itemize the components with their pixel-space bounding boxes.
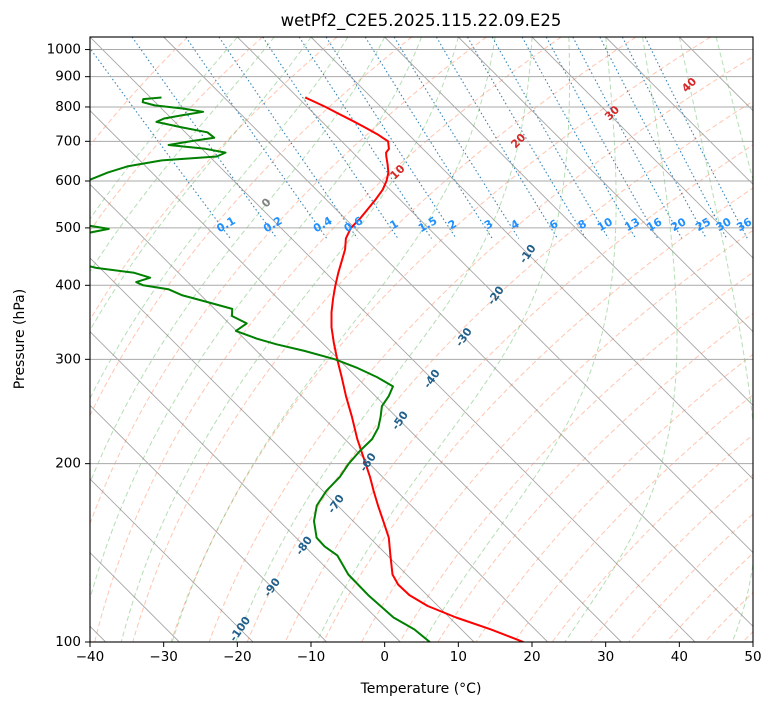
moist-adiabat-line <box>235 37 533 642</box>
profiles <box>90 96 524 642</box>
y-axis: 100 200 300 400 500 600 700 800 900 1000 <box>47 42 90 650</box>
isotherm-line <box>531 37 753 259</box>
mixing-ratio-line <box>131 37 278 239</box>
isotherm-line <box>384 37 753 406</box>
mixing-ratio-line <box>435 37 558 239</box>
moist-adiabat-line <box>171 37 496 642</box>
x-tick-label: 40 <box>671 649 688 665</box>
y-tick-label: 900 <box>55 69 81 85</box>
moist-adiabat-line <box>316 37 571 642</box>
dry-adiabat-line <box>323 187 753 642</box>
x-tick-label: −30 <box>149 649 178 665</box>
plot-area: -100-90-80-70-60-50-40-30-20-100.1 0.2 0.4… <box>90 37 754 642</box>
x-tick-label: 10 <box>450 649 467 665</box>
x-tick-label: 50 <box>744 649 761 665</box>
dry-adiabat-line <box>90 37 338 321</box>
dry-adiabat-line <box>90 37 189 147</box>
temperature-profile <box>304 96 524 642</box>
mixing-ratio-line <box>572 37 683 239</box>
dry-adiabat-line <box>437 312 753 642</box>
moist-adiabat-line <box>90 37 275 273</box>
x-tick-label: 20 <box>523 649 540 665</box>
x-tick-label: −40 <box>76 649 105 665</box>
y-tick-label: 300 <box>55 351 81 367</box>
y-tick-label: 1000 <box>47 42 81 58</box>
moist-adiabat-line <box>564 37 678 642</box>
moist-adiabat-line <box>678 37 753 642</box>
moist-adiabat-line <box>715 37 753 182</box>
isotherm-line <box>163 37 753 627</box>
isotherm-line <box>237 37 753 554</box>
dry-adiabat-line <box>94 37 562 642</box>
moist-adiabat-line <box>90 37 238 220</box>
chart-title: wetPf2_C2E5.2025.115.22.09.E25 <box>281 11 562 31</box>
isotherm-line <box>90 257 475 642</box>
dry-adiabat-line <box>246 100 753 642</box>
isotherms <box>90 37 753 642</box>
mixing-ratio-line <box>262 37 399 239</box>
y-tick-label: 400 <box>55 277 81 293</box>
isotherm-line <box>90 331 401 642</box>
isotherm-line <box>90 37 696 642</box>
dry-adiabat-line <box>361 229 753 642</box>
y-tick-label: 500 <box>55 220 81 236</box>
moist-adiabat-line <box>120 37 459 642</box>
y-tick-label: 800 <box>55 99 81 115</box>
dry-adiabat-line <box>513 394 753 642</box>
moist-adiabat-line <box>422 37 617 642</box>
pressure-gridlines <box>90 49 753 642</box>
mixing-ratio-line <box>364 37 493 239</box>
x-tick-label: 0 <box>380 649 389 665</box>
y-tick-label: 600 <box>55 173 81 189</box>
x-axis: −40 −30 −20 −10 0 10 20 30 40 50 <box>76 642 762 665</box>
mixing-ratio-line <box>521 37 637 239</box>
isotherm-line <box>605 37 753 185</box>
x-axis-label: Temperature (°C) <box>360 681 482 697</box>
mixing-ratio-line <box>90 47 231 239</box>
isotherm-line <box>310 37 753 480</box>
y-axis-label: Pressure (hPa) <box>12 289 28 389</box>
x-tick-label: 30 <box>597 649 614 665</box>
mixing-ratio-line <box>545 37 659 239</box>
y-tick-label: 200 <box>55 456 81 472</box>
mixing-ratio-label: 36 <box>734 215 754 234</box>
dry-adiabat-line <box>208 55 753 642</box>
isotherm-line <box>90 404 327 642</box>
mixing-ratio-line <box>185 37 328 239</box>
x-tick-label: −20 <box>223 649 252 665</box>
isotherm-line <box>90 110 622 642</box>
dry-adiabat-line <box>170 37 711 642</box>
plot-frame <box>89 36 754 643</box>
mixing-ratio-line <box>491 37 609 239</box>
dry-adiabat-line <box>399 271 753 642</box>
moist-adiabat-line <box>90 37 386 484</box>
mixing-ratio-line <box>325 37 457 239</box>
mixing-ratio-line <box>467 37 587 239</box>
x-tick-label: −10 <box>297 649 326 665</box>
dry-adiabat-line <box>90 37 413 417</box>
mixing-ratio-line <box>644 37 748 239</box>
dry-adiabat-line <box>90 37 487 525</box>
isotherm-line <box>458 37 753 333</box>
isotherm-line <box>90 183 548 642</box>
dry-adiabat-line <box>90 37 263 232</box>
isotherm-line <box>90 478 254 642</box>
y-tick-label: 100 <box>55 634 81 650</box>
y-tick-label: 700 <box>55 133 81 149</box>
mixing-ratio-line <box>298 37 432 239</box>
dewpoint-profile <box>90 96 431 642</box>
